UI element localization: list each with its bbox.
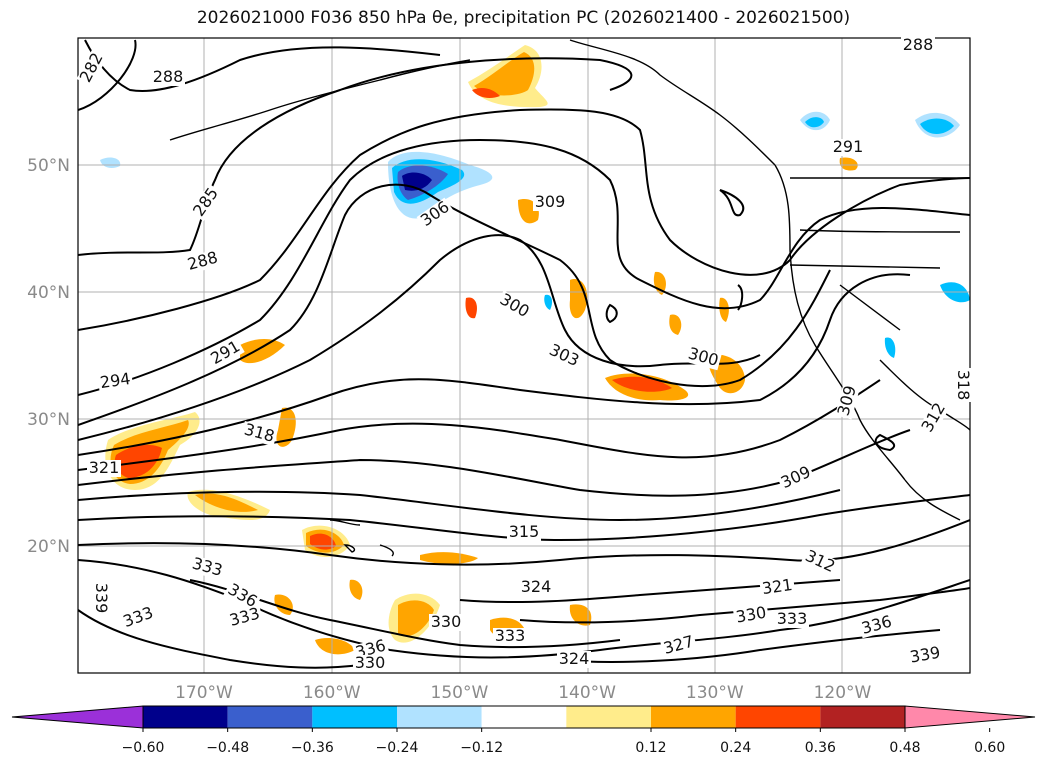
contour-label: 333 bbox=[493, 626, 527, 645]
colorbar-tick-label: 0.12 bbox=[635, 740, 666, 756]
svg-text:330: 330 bbox=[431, 612, 462, 631]
colorbar-segment bbox=[735, 706, 821, 728]
svg-text:291: 291 bbox=[833, 137, 864, 156]
colorbar-extend-high bbox=[904, 705, 1036, 729]
theta-e-contours bbox=[78, 39, 970, 669]
colorbar-segment bbox=[566, 706, 651, 728]
latitude-label: 50°N bbox=[27, 156, 70, 176]
longitude-label: 120°W bbox=[814, 683, 872, 703]
contour-label: 330 bbox=[353, 653, 387, 672]
contour-label: 288 bbox=[901, 35, 935, 54]
longitude-label: 170°W bbox=[175, 683, 233, 703]
svg-text:330: 330 bbox=[355, 653, 386, 672]
contour-label: 294 bbox=[97, 369, 134, 393]
contour-label: 324 bbox=[519, 577, 553, 596]
colorbar-segment bbox=[312, 706, 397, 728]
contour-label: 309 bbox=[533, 192, 567, 211]
latitude-label: 40°N bbox=[27, 283, 70, 303]
map-frame bbox=[77, 37, 971, 674]
svg-text:321: 321 bbox=[761, 575, 794, 598]
contour-label: 315 bbox=[507, 522, 541, 541]
colorbar: −0.60 −0.48 −0.36 −0.24 −0.12 0.12 0.24 0.36 0.4… bbox=[11, 705, 1036, 756]
svg-text:309: 309 bbox=[535, 192, 566, 211]
contour-label: 318 bbox=[240, 420, 278, 447]
svg-text:294: 294 bbox=[99, 369, 132, 392]
longitude-labels: 170°W 160°W 150°W 140°W 130°W 120°W bbox=[175, 683, 871, 703]
longitude-label: 150°W bbox=[431, 683, 489, 703]
latitude-label: 20°N bbox=[27, 537, 70, 557]
latitude-labels: 50°N 40°N 30°N 20°N bbox=[27, 156, 70, 557]
colorbar-tick-label: 0.48 bbox=[889, 740, 920, 756]
svg-text:333: 333 bbox=[495, 626, 526, 645]
contour-label: 333 bbox=[775, 609, 809, 628]
colorbar-tick-label: −0.12 bbox=[460, 740, 503, 756]
contour-label: 330 bbox=[733, 603, 770, 627]
colorbar-tick-label: −0.24 bbox=[376, 740, 419, 756]
colorbar-segment bbox=[651, 706, 736, 728]
svg-text:324: 324 bbox=[521, 577, 552, 596]
colorbar-segment bbox=[820, 706, 905, 728]
colorbar-segment bbox=[143, 706, 228, 728]
contour-label: 300 bbox=[684, 344, 722, 371]
svg-text:315: 315 bbox=[509, 522, 540, 541]
colorbar-tick-label: 0.24 bbox=[720, 740, 751, 756]
colorbar-segment bbox=[227, 706, 313, 728]
colorbar-extend-low bbox=[11, 705, 144, 729]
contour-label: 324 bbox=[557, 649, 591, 668]
contour-label: 318 bbox=[954, 368, 973, 402]
svg-text:288: 288 bbox=[153, 67, 184, 86]
longitude-label: 140°W bbox=[558, 683, 616, 703]
colorbar-tick-label: 0.36 bbox=[805, 740, 836, 756]
svg-text:324: 324 bbox=[559, 649, 590, 668]
colorbar-segment bbox=[481, 706, 567, 728]
colorbar-tick-label: −0.36 bbox=[291, 740, 334, 756]
map-title: 2026021000 F036 850 hPa θe, precipitatio… bbox=[196, 8, 851, 28]
precip-shading bbox=[100, 45, 970, 655]
svg-text:339: 339 bbox=[92, 583, 111, 614]
svg-text:321: 321 bbox=[89, 458, 120, 477]
colorbar-tick-label: −0.48 bbox=[206, 740, 249, 756]
longitude-label: 130°W bbox=[686, 683, 744, 703]
colorbar-tick-label: 0.60 bbox=[974, 740, 1005, 756]
contour-label: 321 bbox=[759, 575, 796, 599]
contour-label: 291 bbox=[831, 137, 865, 156]
svg-text:288: 288 bbox=[903, 35, 934, 54]
longitude-label: 160°W bbox=[303, 683, 361, 703]
svg-text:333: 333 bbox=[777, 609, 808, 628]
contour-label: 330 bbox=[429, 612, 463, 631]
contour-label: 339 bbox=[92, 581, 111, 615]
colorbar-segment bbox=[397, 706, 482, 728]
latitude-label: 30°N bbox=[27, 410, 70, 430]
svg-text:318: 318 bbox=[954, 370, 973, 401]
colorbar-frame bbox=[142, 705, 906, 729]
contour-label: 288 bbox=[151, 67, 185, 86]
contour-label: 321 bbox=[87, 458, 121, 477]
colorbar-tick-label: −0.60 bbox=[122, 740, 165, 756]
